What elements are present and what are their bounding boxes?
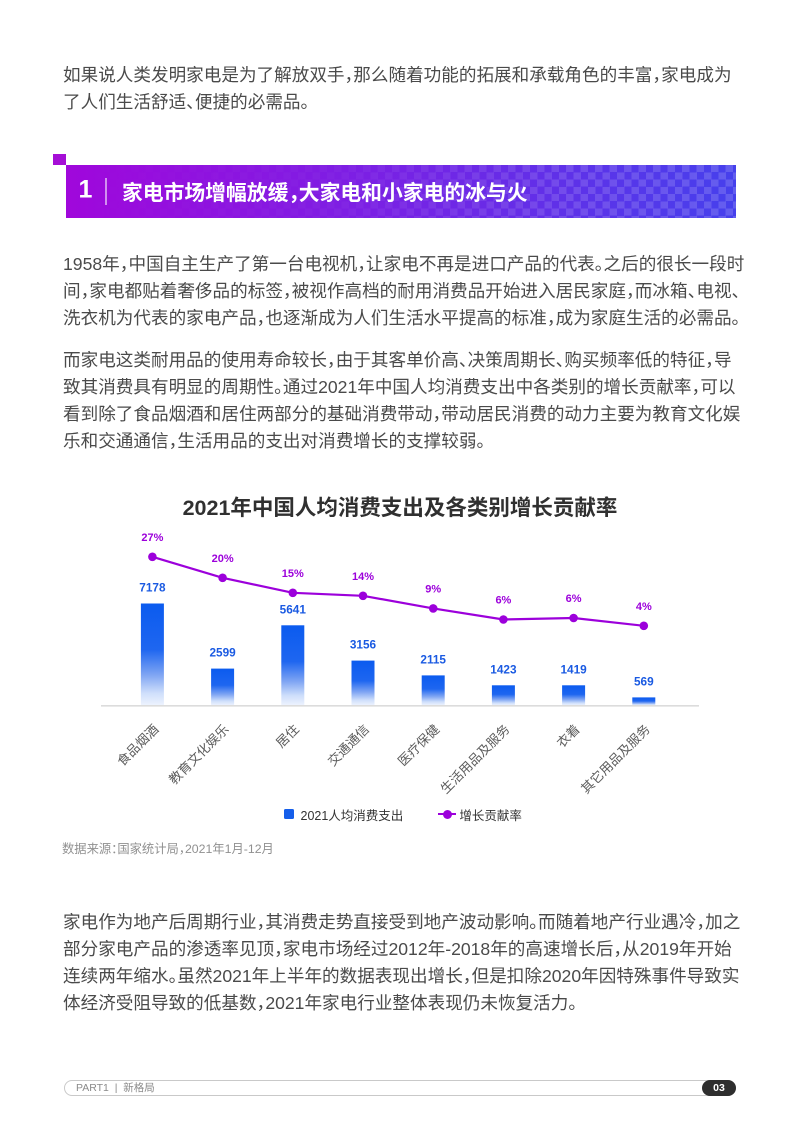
svg-text:3156: 3156 (350, 638, 377, 652)
svg-text:居住: 居住 (273, 722, 302, 751)
svg-text:衣着: 衣着 (554, 722, 583, 751)
svg-text:20%: 20% (212, 553, 234, 565)
svg-text:6%: 6% (495, 595, 511, 607)
svg-text:7178: 7178 (139, 581, 166, 595)
svg-text:14%: 14% (352, 571, 374, 583)
svg-text:教育文化娱乐: 教育文化娱乐 (166, 722, 232, 788)
svg-text:5641: 5641 (280, 602, 307, 616)
svg-text:2599: 2599 (209, 646, 236, 660)
svg-text:27%: 27% (141, 532, 163, 544)
svg-text:交通通信: 交通通信 (325, 722, 372, 769)
svg-text:医疗保健: 医疗保健 (395, 722, 442, 769)
svg-text:15%: 15% (282, 568, 304, 580)
svg-text:6%: 6% (566, 593, 582, 605)
svg-text:生活用品及服务: 生活用品及服务 (438, 722, 513, 797)
svg-text:9%: 9% (425, 584, 441, 596)
svg-text:1419: 1419 (560, 662, 587, 676)
svg-text:1423: 1423 (490, 662, 517, 676)
svg-text:食品烟酒: 食品烟酒 (114, 722, 161, 769)
svg-text:2115: 2115 (420, 652, 446, 666)
svg-text:569: 569 (634, 674, 654, 688)
svg-text:其它用品及服务: 其它用品及服务 (578, 722, 653, 797)
svg-text:4%: 4% (636, 601, 652, 613)
